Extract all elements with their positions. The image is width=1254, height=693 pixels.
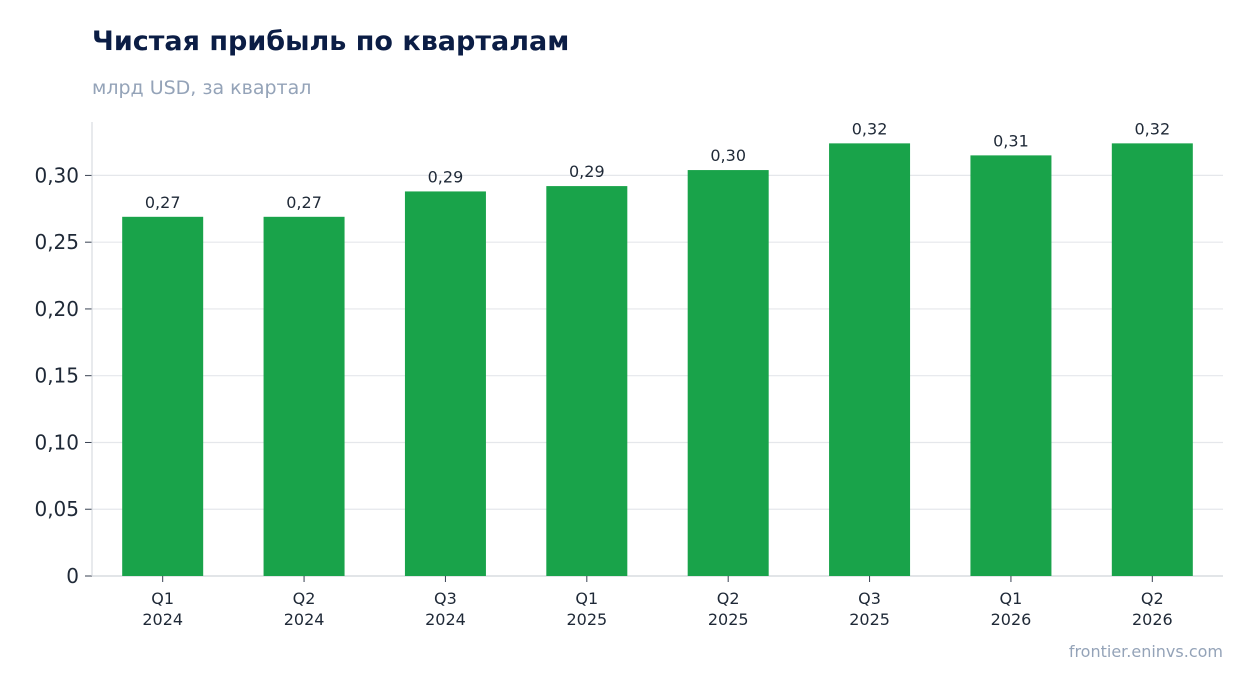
data-label: 0,32	[1135, 119, 1171, 138]
chart-title: Чистая прибыль по кварталам	[92, 26, 570, 57]
y-tick-label: 0,25	[34, 230, 79, 254]
source-link[interactable]: frontier.eninvs.com	[1068, 642, 1223, 661]
x-tick-label-year: 2024	[284, 610, 325, 629]
x-tick-label-quarter: Q1	[151, 589, 174, 608]
y-tick-label: 0,20	[34, 297, 79, 321]
bar	[687, 170, 769, 576]
x-tick-label-year: 2026	[1132, 610, 1173, 629]
chart-subtitle: млрд USD, за квартал	[92, 77, 312, 99]
bar	[122, 216, 204, 576]
data-label: 0,31	[993, 131, 1029, 150]
x-tick-label-year: 2026	[991, 610, 1032, 629]
grid-lines	[92, 174, 1223, 510]
data-label: 0,27	[286, 193, 322, 212]
bar	[263, 216, 345, 576]
x-tick-label-quarter: Q2	[293, 589, 316, 608]
bars	[122, 143, 1193, 577]
data-label: 0,29	[569, 162, 605, 181]
y-tick-label: 0,10	[34, 430, 79, 454]
bar	[404, 191, 486, 576]
y-tick-label: 0,15	[34, 364, 79, 388]
x-tick-label-year: 2025	[566, 610, 607, 629]
y-tick-label: 0	[66, 564, 79, 588]
x-tick-label-quarter: Q1	[575, 589, 598, 608]
data-label: 0,27	[145, 193, 181, 212]
data-label: 0,30	[710, 146, 746, 165]
x-tick-label-year: 2024	[425, 610, 466, 629]
bar	[1111, 143, 1193, 577]
x-tick-labels: Q1 2024 Q2 2024 Q3 2024 Q1 2025 Q2 2025 Q3 2025 Q1 20…	[142, 589, 1172, 629]
y-tick-label: 0,30	[34, 163, 79, 187]
y-tick-label: 0,05	[34, 497, 79, 521]
data-labels: 0,27 0,27 0,29 0,29 0,30 0,32 0,31 0,32	[145, 119, 1170, 211]
data-label: 0,29	[428, 167, 464, 186]
x-tick-label-quarter: Q3	[858, 589, 881, 608]
x-tick-label-quarter: Q2	[1141, 589, 1164, 608]
axes	[85, 122, 1223, 582]
x-tick-label-year: 2024	[142, 610, 183, 629]
x-tick-label-quarter: Q1	[1000, 589, 1023, 608]
bar	[546, 186, 628, 576]
data-label: 0,32	[852, 119, 888, 138]
x-tick-label-quarter: Q3	[434, 589, 457, 608]
bar	[829, 143, 911, 577]
x-tick-label-year: 2025	[849, 610, 890, 629]
bar	[970, 155, 1052, 576]
y-tick-labels: 0 0,05 0,10 0,15 0,20 0,25 0,30	[34, 163, 79, 588]
x-tick-label-year: 2025	[708, 610, 749, 629]
x-tick-label-quarter: Q2	[717, 589, 740, 608]
